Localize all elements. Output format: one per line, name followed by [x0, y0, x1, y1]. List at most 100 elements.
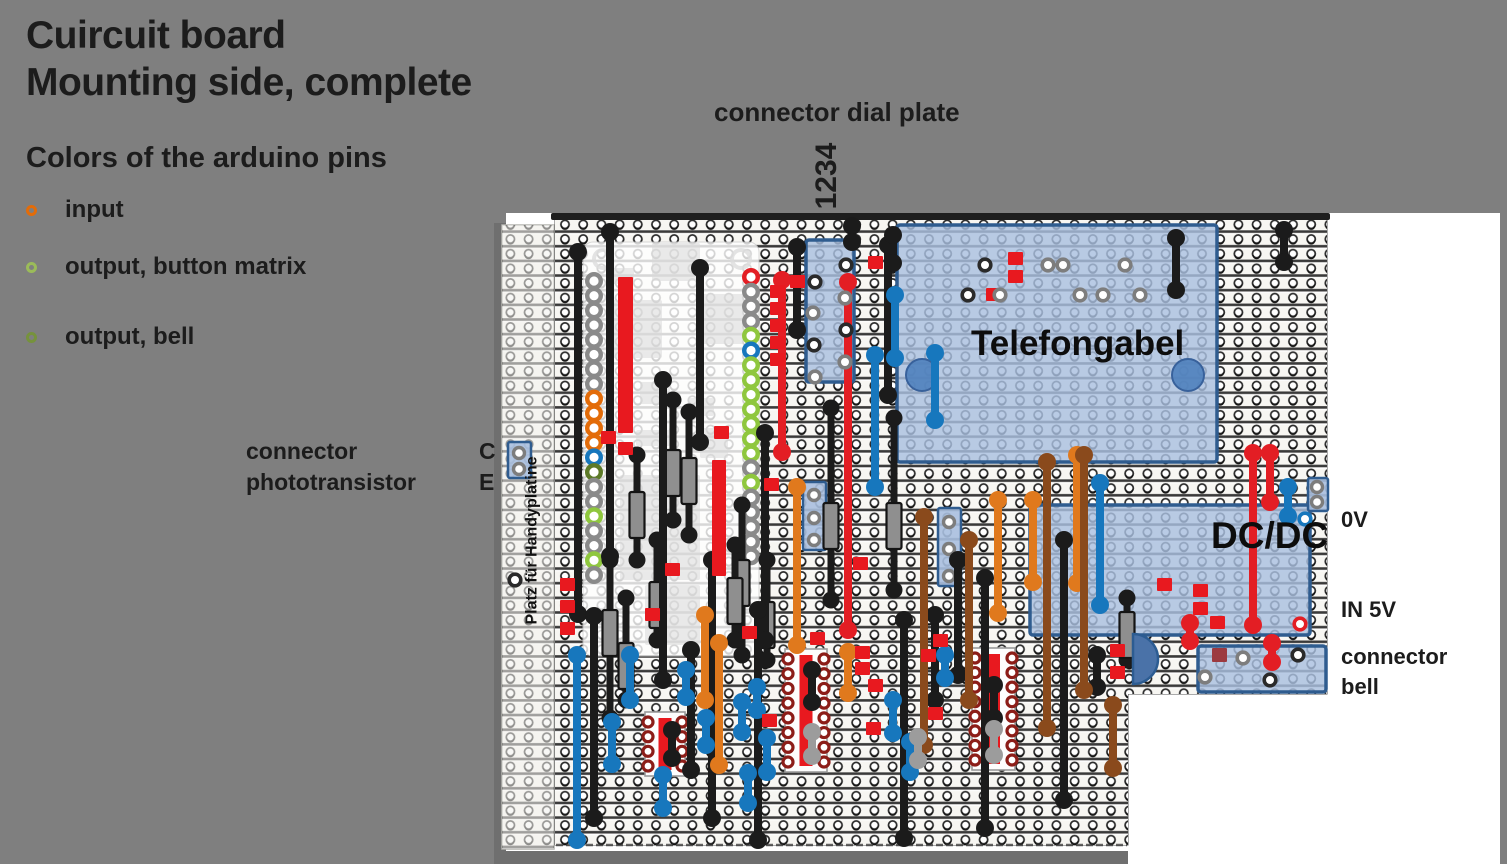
- solder-pad: [866, 722, 881, 735]
- via-ring: [1117, 257, 1133, 273]
- via-ring: [838, 322, 854, 338]
- solder-pad: [855, 662, 870, 675]
- connector-pin-ring: [941, 514, 957, 530]
- wire-k: [976, 569, 994, 837]
- connector-pin-ring: [941, 541, 957, 557]
- via-ring: [807, 274, 823, 290]
- arduino-pin-ring: [585, 374, 604, 393]
- legend-item-input: input: [26, 196, 124, 224]
- wire-o: [788, 478, 806, 654]
- arduino-pin-ring: [742, 532, 761, 551]
- label-0v: 0V: [1341, 507, 1368, 532]
- resistor: [885, 409, 903, 599]
- wire-b: [748, 678, 766, 719]
- solder-pad: [1210, 616, 1225, 629]
- arduino-pin-ring: [742, 297, 761, 316]
- solder-pad: [770, 353, 785, 366]
- wire-b: [621, 646, 639, 709]
- arduino-pin-ring: [585, 536, 604, 555]
- via-ring: [837, 354, 853, 370]
- wire-n: [1104, 696, 1122, 777]
- wire-k: [949, 551, 967, 684]
- solder-pad: [712, 460, 726, 576]
- arduino-pin-ring: [585, 433, 604, 452]
- arduino-pin-ring: [585, 330, 604, 349]
- arduino-pin-ring: [585, 389, 604, 408]
- arduino-pin-ring: [742, 282, 761, 301]
- wire-b: [936, 646, 954, 687]
- solder-pad: [601, 431, 616, 444]
- wire-g: [803, 723, 821, 765]
- title-line-1: Cuircuit board: [26, 14, 286, 57]
- wire-n: [960, 531, 978, 709]
- wire-k: [895, 611, 913, 847]
- via-ring: [977, 257, 993, 273]
- arduino-pin-ring: [585, 477, 604, 496]
- solder-pad: [1157, 578, 1172, 591]
- title-line-2: Mounting side, complete: [26, 61, 472, 104]
- arduino-pin-ring: [585, 551, 604, 570]
- label-in-5v: IN 5V: [1341, 597, 1397, 622]
- solder-pad: [770, 319, 785, 332]
- label-bell-line1: connector: [1341, 644, 1448, 669]
- photo-shadow-bottom: [494, 851, 1128, 864]
- legend-title: Colors of the arduino pins: [26, 142, 387, 174]
- via-ring: [1297, 511, 1313, 527]
- page-title: Cuircuit board Mounting side, complete: [26, 12, 472, 106]
- via-ring: [807, 369, 823, 385]
- via-ring: [1132, 287, 1148, 303]
- solder-pad: [1110, 644, 1125, 657]
- resistor: [664, 391, 682, 529]
- wire-b: [654, 766, 672, 817]
- solder-pad: [770, 336, 785, 349]
- wire-b: [733, 693, 751, 741]
- resistor: [822, 399, 840, 609]
- via-ring: [1095, 287, 1111, 303]
- wire-b: [568, 646, 586, 849]
- wire-b: [758, 729, 776, 781]
- solder-pad: [1193, 584, 1208, 597]
- label-dial-numbers: 1234: [810, 142, 843, 210]
- label-connector-dial-plate: connector dial plate: [714, 97, 960, 127]
- legend-label: output, button matrix: [65, 253, 307, 280]
- wire-k: [1088, 646, 1106, 696]
- connector-pin-ring: [511, 445, 527, 461]
- connector-pin-ring: [806, 532, 822, 548]
- solder-pad: [714, 426, 729, 439]
- via-ring: [1197, 669, 1213, 685]
- connector-pin-ring: [806, 510, 822, 526]
- via-ring: [838, 257, 854, 273]
- solder-pad: [618, 277, 633, 433]
- arduino-pin-ring: [585, 463, 604, 482]
- arduino-pin-ring: [742, 356, 761, 375]
- arduino-pin-ring: [742, 517, 761, 536]
- wire-b: [866, 346, 884, 496]
- solder-pad: [1008, 252, 1023, 265]
- wire-n: [1075, 446, 1093, 699]
- board-top-edge: [551, 213, 1330, 220]
- solder-pad: [560, 578, 575, 591]
- solder-pad: [1110, 666, 1125, 679]
- solder-pad: [1212, 648, 1227, 662]
- via-ring: [1290, 647, 1306, 663]
- wire-o: [1024, 491, 1042, 591]
- solder-pad: [928, 707, 943, 720]
- wire-b: [739, 764, 757, 812]
- arduino-pin-ring: [742, 341, 761, 360]
- wire-k: [585, 607, 603, 827]
- label-telefongabel: Telefongabel: [971, 324, 1185, 363]
- wire-g: [909, 728, 927, 769]
- wire-k: [601, 223, 619, 565]
- arduino-pin-ring: [585, 272, 604, 291]
- solder-pad: [645, 608, 660, 621]
- label-handy-strip: Platz für Handyplatine: [523, 456, 541, 625]
- solder-pad: [764, 478, 779, 491]
- wire-r: [1263, 634, 1281, 671]
- arduino-pin-ring: [742, 326, 761, 345]
- wire-k: [884, 226, 902, 272]
- solder-pad: [770, 302, 785, 315]
- wire-k: [788, 238, 806, 339]
- solder-pad: [868, 256, 883, 269]
- arduino-pin-ring: [585, 360, 604, 379]
